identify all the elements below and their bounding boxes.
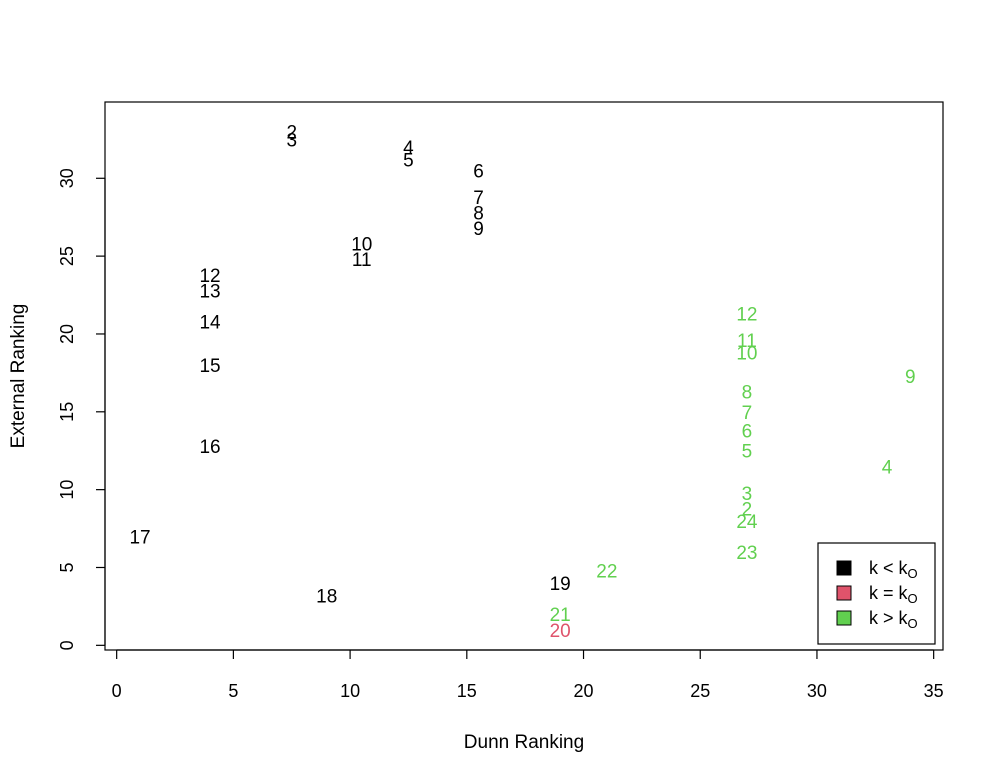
- point-label: 24: [736, 512, 758, 533]
- y-tick-label: 10: [57, 480, 77, 500]
- x-axis-title: Dunn Ranking: [464, 732, 584, 753]
- y-tick-label: 0: [57, 640, 77, 650]
- y-tick-label: 5: [57, 562, 77, 572]
- point-label: 2: [286, 123, 297, 144]
- point-label: 3: [286, 130, 297, 151]
- y-tick-label: 20: [57, 324, 77, 344]
- point-label: 10: [736, 344, 757, 365]
- point-label: 7: [473, 188, 484, 209]
- x-tick-label: 25: [690, 681, 710, 701]
- point-label: 17: [129, 527, 150, 548]
- legend-label: k < kO: [869, 558, 918, 581]
- legend-swatch: [836, 610, 852, 626]
- x-tick-label: 30: [807, 681, 827, 701]
- point-labels: 23 45678910111213141516171819202122232423…: [129, 123, 915, 642]
- y-tick-label: 15: [57, 402, 77, 422]
- point-label: 18: [316, 587, 337, 608]
- legend-swatch: [836, 560, 852, 576]
- point-label: 8: [473, 204, 484, 225]
- point-label: 9: [473, 219, 484, 240]
- point-label: 22: [596, 562, 617, 583]
- y-tick-label: 25: [57, 246, 77, 266]
- point-label: 4: [403, 138, 414, 159]
- y-axis: 0 5 10 15 20 25 30: [57, 168, 106, 650]
- point-label: 23: [736, 543, 757, 564]
- x-axis: 0 5 10 15 20 25 30 35: [112, 649, 944, 701]
- point-label: 9: [905, 367, 916, 388]
- point-label: 21: [550, 605, 571, 626]
- x-tick-label: 0: [112, 681, 122, 701]
- y-axis-title: External Ranking: [8, 304, 29, 449]
- point-label: 14: [199, 313, 221, 334]
- point-label: 8: [742, 383, 753, 404]
- point-label: 4: [882, 457, 893, 478]
- y-tick-label: 30: [57, 168, 77, 188]
- point-label: 16: [199, 437, 220, 458]
- point-label: 13: [199, 281, 220, 302]
- legend-swatch: [836, 585, 852, 601]
- x-tick-label: 15: [457, 681, 477, 701]
- x-tick-label: 35: [924, 681, 944, 701]
- x-tick-label: 10: [340, 681, 360, 701]
- point-label: 12: [199, 266, 220, 287]
- point-label: 11: [737, 331, 757, 352]
- point-label: 5: [742, 442, 753, 463]
- point-label: 2: [742, 499, 753, 520]
- point-label: 6: [473, 162, 484, 183]
- legend-label: k > kO: [869, 608, 918, 631]
- point-label: 3: [742, 484, 753, 505]
- point-label: 12: [736, 305, 757, 326]
- point-label: 19: [550, 574, 571, 595]
- point-label: 6: [742, 421, 753, 442]
- legend: k < kOk = kOk > kO: [817, 542, 936, 645]
- point-label: 10: [351, 235, 372, 256]
- point-label: 15: [199, 356, 220, 377]
- point-label: 5: [403, 151, 414, 172]
- x-tick-label: 20: [574, 681, 594, 701]
- legend-label: k = kO: [869, 583, 918, 606]
- point-label: 11: [352, 250, 372, 271]
- x-tick-label: 5: [228, 681, 238, 701]
- point-label: 7: [742, 403, 753, 424]
- point-label: 20: [550, 621, 571, 642]
